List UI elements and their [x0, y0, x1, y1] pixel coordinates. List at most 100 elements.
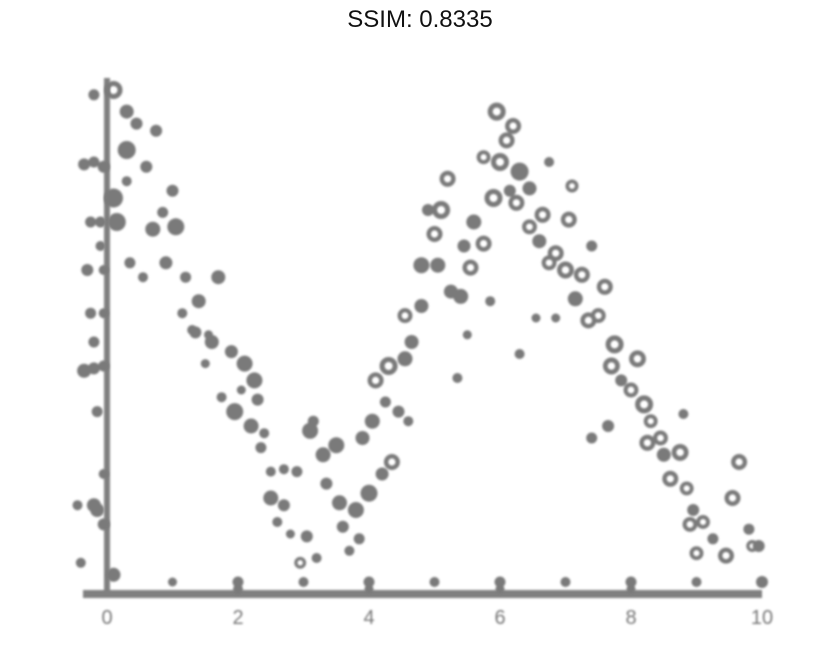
data-point	[656, 447, 671, 462]
data-point	[746, 540, 759, 552]
y-edge-mark	[77, 363, 92, 378]
data-point	[119, 104, 134, 119]
data-point	[485, 296, 496, 307]
x-edge-mark	[494, 576, 506, 588]
x-edge-mark	[232, 576, 244, 588]
data-point	[596, 278, 613, 295]
data-point	[414, 299, 429, 313]
data-point	[392, 405, 405, 418]
data-point	[718, 547, 735, 564]
data-point	[200, 359, 210, 369]
x-tick-label: 4	[363, 607, 374, 629]
x-edge-mark	[495, 584, 505, 594]
data-point	[503, 184, 516, 197]
data-point	[379, 357, 398, 375]
x-tick-label: 10	[751, 607, 773, 629]
data-point	[605, 335, 624, 354]
data-point	[328, 437, 345, 454]
y-edge-mark	[72, 500, 83, 511]
data-point	[107, 213, 126, 231]
data-point	[243, 418, 259, 434]
data-point	[166, 184, 179, 197]
data-point	[413, 257, 430, 274]
x-edge-mark	[363, 576, 375, 588]
data-point	[226, 403, 244, 421]
data-point	[475, 235, 492, 252]
data-point	[150, 124, 163, 137]
edge-marks-group	[72, 89, 768, 595]
y-edge-mark	[91, 406, 103, 418]
data-point	[291, 466, 303, 478]
data-point	[573, 266, 590, 283]
data-point	[731, 454, 748, 471]
axes-group	[83, 78, 762, 598]
data-point	[224, 345, 238, 359]
data-point	[272, 517, 283, 527]
data-point	[320, 477, 333, 490]
data-point	[265, 466, 276, 477]
data-point	[679, 481, 694, 496]
data-point	[277, 499, 290, 512]
x-edge-mark	[298, 577, 309, 587]
data-point	[532, 234, 547, 249]
x-edge-mark	[756, 576, 768, 588]
data-point	[643, 414, 658, 429]
y-edge-mark	[88, 336, 100, 348]
data-point	[462, 259, 479, 276]
data-point	[367, 372, 384, 389]
data-point	[629, 350, 646, 368]
data-point	[602, 420, 615, 432]
data-point	[696, 515, 710, 529]
data-point	[635, 395, 654, 414]
y-edge-mark	[98, 265, 109, 275]
data-point	[360, 484, 378, 502]
data-point	[430, 257, 446, 273]
data-point	[426, 225, 443, 242]
x-edge-mark	[560, 577, 571, 587]
data-point	[383, 454, 400, 471]
data-point	[187, 325, 198, 335]
data-point	[145, 221, 161, 237]
data-point	[353, 533, 365, 545]
data-point	[531, 313, 541, 323]
data-point	[439, 170, 456, 187]
x-edge-mark	[429, 577, 440, 587]
data-point	[104, 188, 123, 208]
data-point	[300, 530, 313, 543]
data-point	[505, 117, 522, 134]
y-edge-mark	[86, 498, 101, 513]
data-point	[560, 211, 577, 228]
data-point	[375, 467, 389, 481]
data-point	[251, 393, 264, 406]
data-point	[315, 447, 331, 463]
data-point	[364, 413, 380, 429]
y-edge-mark	[97, 518, 110, 531]
x-tick-label: 2	[232, 607, 243, 629]
y-edge-mark	[81, 264, 94, 276]
data-point	[565, 179, 579, 193]
y-edge-mark	[98, 308, 109, 319]
data-point	[498, 132, 515, 149]
data-point	[259, 428, 270, 439]
x-edge-mark	[233, 584, 243, 595]
data-point	[689, 546, 704, 561]
data-point	[586, 240, 598, 252]
data-points-group	[104, 81, 765, 569]
data-point	[508, 194, 525, 211]
data-point	[514, 349, 525, 359]
y-edge-mark	[75, 557, 86, 568]
y-edge-mark	[85, 307, 97, 319]
data-point	[191, 294, 206, 309]
data-point	[623, 382, 639, 398]
data-point	[180, 271, 192, 283]
y-edge-mark	[98, 360, 110, 372]
data-point	[491, 153, 509, 171]
y-edge-mark	[78, 158, 91, 171]
data-point	[547, 245, 564, 262]
x-edge-mark	[625, 576, 637, 588]
data-point	[130, 117, 143, 130]
data-point	[567, 291, 583, 307]
data-point	[671, 443, 689, 461]
x-edge-mark	[168, 577, 177, 587]
data-point	[653, 430, 668, 446]
